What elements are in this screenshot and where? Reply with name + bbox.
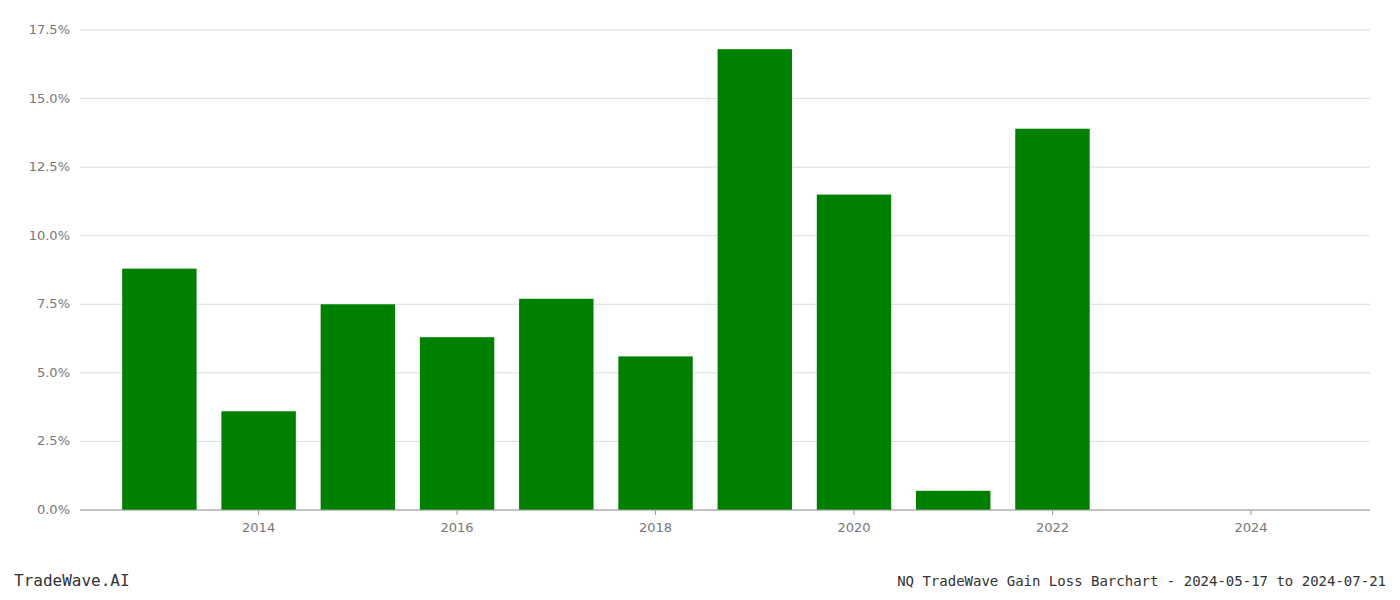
- bar: [321, 304, 395, 510]
- bar: [122, 269, 196, 510]
- bar: [519, 299, 593, 510]
- y-tick-label: 15.0%: [29, 91, 70, 106]
- x-tick-label: 2022: [1036, 520, 1069, 535]
- x-tick: [258, 510, 259, 515]
- y-tick-label: 10.0%: [29, 228, 70, 243]
- bar: [221, 411, 295, 510]
- x-tick: [457, 510, 458, 515]
- x-tick: [655, 510, 656, 515]
- y-tick-label: 7.5%: [37, 296, 70, 311]
- x-tick-label: 2024: [1234, 520, 1267, 535]
- bars: [122, 49, 1090, 510]
- watermark: TradeWave.AI: [14, 571, 130, 590]
- bar: [618, 356, 692, 510]
- x-tick: [1052, 510, 1053, 515]
- bar: [420, 337, 494, 510]
- y-tick-label: 0.0%: [37, 502, 70, 517]
- y-tick-label: 12.5%: [29, 159, 70, 174]
- bar: [718, 49, 792, 510]
- title: NQ TradeWave Gain Loss Barchart - 2024-0…: [897, 573, 1386, 589]
- x-tick-label: 2018: [639, 520, 672, 535]
- bar: [817, 195, 891, 510]
- grid-line: [80, 30, 1370, 31]
- x-tick: [854, 510, 855, 515]
- y-tick-label: 2.5%: [37, 433, 70, 448]
- chart: 0.0% 2.5% 5.0% 7.5% 10.0% 12.5% 15.0% 17.5% 2014…: [0, 0, 1400, 600]
- x-tick-label: 2016: [441, 520, 474, 535]
- grid-line: [80, 510, 1370, 511]
- y-tick-label: 5.0%: [37, 365, 70, 380]
- x-tick: [1250, 510, 1251, 515]
- x-tick-label: 2014: [242, 520, 275, 535]
- bar: [916, 491, 990, 510]
- bar: [1015, 129, 1089, 510]
- x-axis-line: [80, 510, 1370, 511]
- y-tick-label: 17.5%: [29, 22, 70, 37]
- x-tick-label: 2020: [837, 520, 870, 535]
